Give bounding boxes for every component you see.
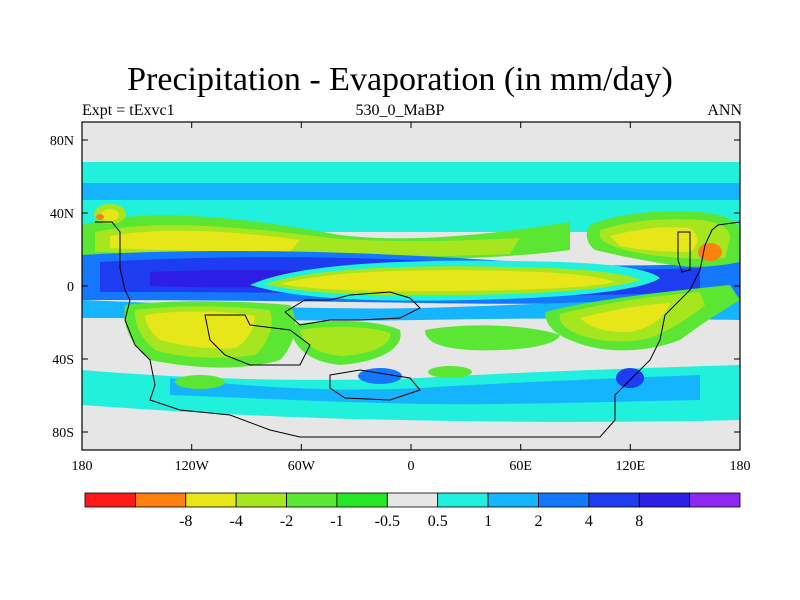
- colorbar-label: 1: [484, 513, 492, 530]
- south-green-patch-a: [175, 375, 225, 389]
- experiment-label: Expt = tExvc1: [82, 102, 175, 119]
- south-dry-mid-lime: [300, 326, 391, 356]
- colorbar-label: 2: [534, 513, 542, 530]
- coastline-east-inlet: [677, 231, 691, 273]
- colorbar-swatch: [134, 492, 187, 508]
- coastline-south-island: [329, 369, 421, 401]
- lon-label-60e: 60E: [509, 459, 532, 474]
- south-wet-core-east: [616, 368, 644, 388]
- period-label: 530_0_MaBP: [355, 102, 445, 119]
- colorbar-label: -0.5: [375, 513, 400, 530]
- lat-axis: 80N 40N 0 40S 80S: [50, 134, 740, 441]
- colorbar-label: -1: [330, 513, 343, 530]
- colorbar-label: -8: [179, 513, 192, 530]
- west-coast-dry-max: [96, 214, 104, 220]
- colorbar: -8 -4 -2 -1 -0.5 0.5 1 2 4 8: [84, 492, 741, 530]
- colorbar-swatch: [185, 492, 237, 508]
- northeast-dry-max: [698, 243, 722, 261]
- south-central-dry-green: [425, 325, 560, 351]
- lon-label-120e: 120E: [616, 459, 646, 474]
- lat-label-0: 0: [67, 280, 74, 295]
- equatorial-tongue-yellow: [280, 270, 615, 292]
- coastline-equatorial-block: [284, 291, 421, 326]
- lat-label-80s: 80S: [52, 426, 74, 441]
- north-wet-belt-inner: [82, 200, 740, 216]
- north-dry-band-yellow: [110, 230, 300, 252]
- colorbar-label: -4: [229, 513, 242, 530]
- colorbar-swatch: [538, 492, 590, 508]
- colorbar-swatch: [336, 492, 388, 508]
- south-dry-east-yellow: [580, 303, 670, 333]
- colorbar-swatch: [437, 492, 489, 508]
- lon-label-180w: 180: [72, 459, 93, 474]
- lon-label-120w: 120W: [175, 459, 210, 474]
- northeast-dry-yellow: [610, 227, 698, 252]
- lon-label-60w: 60W: [288, 459, 316, 474]
- colorbar-swatch: [689, 492, 741, 508]
- lon-label-0: 0: [408, 459, 415, 474]
- south-wet-belt-blue: [170, 375, 700, 405]
- colorbar-label: 0.5: [428, 513, 448, 530]
- colorbar-swatch: [487, 492, 539, 508]
- map-field: [82, 122, 740, 450]
- coastline-main: [95, 221, 741, 438]
- colorbar-swatch: [286, 492, 338, 508]
- colorbar-swatch: [386, 492, 439, 508]
- lat-label-40n: 40N: [50, 207, 74, 222]
- colorbar-swatch: [235, 492, 287, 508]
- map-title: Precipitation - Evaporation (in mm/day): [127, 61, 673, 98]
- colorbar-label: -2: [280, 513, 293, 530]
- colorbar-swatch: [638, 492, 691, 508]
- colorbar-label: 4: [585, 513, 593, 530]
- south-green-patch-b: [428, 366, 472, 378]
- lon-label-180e: 180: [730, 459, 751, 474]
- colorbar-swatch: [588, 492, 640, 508]
- south-wet-core-west: [358, 368, 402, 384]
- south-dry-west-yellow: [145, 311, 255, 349]
- season-label: ANN: [707, 102, 742, 119]
- coastlines: [95, 221, 741, 438]
- lon-axis: 180 120W 60W 0 60E 120E 180: [72, 122, 751, 474]
- west-coast-dry-yellow: [101, 209, 119, 221]
- coastline-south-inlet-west: [204, 314, 311, 366]
- colorbar-label: 8: [635, 513, 643, 530]
- lat-label-40s: 40S: [52, 353, 74, 368]
- lat-label-80n: 80N: [50, 134, 74, 149]
- colorbar-swatch: [84, 492, 136, 508]
